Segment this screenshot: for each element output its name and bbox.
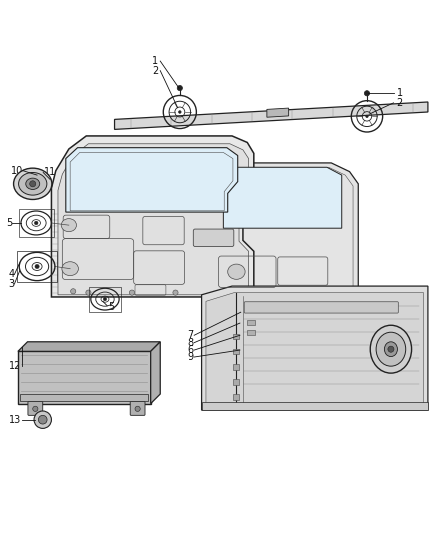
Ellipse shape — [376, 332, 406, 366]
Polygon shape — [267, 108, 289, 117]
Ellipse shape — [18, 173, 47, 195]
Text: 1: 1 — [396, 88, 403, 98]
FancyBboxPatch shape — [244, 302, 398, 313]
Bar — [233, 334, 240, 339]
Circle shape — [366, 115, 368, 118]
Ellipse shape — [62, 262, 78, 276]
Circle shape — [71, 289, 76, 294]
Circle shape — [30, 181, 36, 187]
FancyBboxPatch shape — [130, 401, 145, 415]
Polygon shape — [201, 286, 428, 410]
Circle shape — [86, 290, 91, 295]
Ellipse shape — [61, 219, 77, 232]
Text: 11: 11 — [44, 167, 57, 176]
Text: 6: 6 — [187, 345, 194, 355]
Circle shape — [34, 221, 38, 225]
Polygon shape — [206, 293, 424, 403]
Text: 10: 10 — [11, 166, 23, 176]
Polygon shape — [223, 167, 342, 228]
Text: 1: 1 — [152, 56, 158, 66]
Bar — [20, 394, 148, 401]
Circle shape — [39, 415, 47, 424]
Circle shape — [177, 85, 183, 91]
Circle shape — [129, 290, 134, 295]
Circle shape — [179, 111, 181, 114]
Ellipse shape — [228, 264, 245, 279]
Text: 3: 3 — [8, 279, 14, 289]
Bar — [233, 394, 240, 400]
Text: 13: 13 — [9, 415, 21, 425]
Ellipse shape — [14, 168, 52, 199]
Circle shape — [33, 406, 38, 411]
Polygon shape — [212, 163, 358, 297]
Circle shape — [103, 297, 107, 301]
Text: 2: 2 — [152, 66, 158, 76]
Ellipse shape — [370, 325, 412, 373]
Text: 5: 5 — [108, 302, 114, 312]
Polygon shape — [18, 342, 160, 351]
Bar — [201, 402, 428, 410]
Circle shape — [388, 346, 394, 352]
Text: 4: 4 — [8, 269, 14, 279]
Bar — [247, 320, 255, 325]
Text: 12: 12 — [9, 361, 21, 371]
Text: 7: 7 — [187, 330, 194, 340]
Polygon shape — [66, 148, 238, 212]
Circle shape — [34, 411, 51, 429]
Bar — [233, 364, 240, 370]
Circle shape — [135, 406, 140, 411]
FancyBboxPatch shape — [193, 229, 234, 246]
Polygon shape — [58, 144, 249, 295]
Polygon shape — [115, 102, 428, 130]
Text: 2: 2 — [396, 98, 403, 108]
Bar — [18, 351, 151, 403]
Text: 5: 5 — [6, 218, 12, 228]
Polygon shape — [51, 136, 254, 297]
FancyBboxPatch shape — [28, 401, 43, 415]
Bar — [233, 379, 240, 385]
Polygon shape — [151, 342, 160, 403]
Circle shape — [173, 290, 178, 295]
Bar — [247, 330, 255, 335]
Text: 8: 8 — [187, 338, 194, 348]
Circle shape — [35, 264, 39, 269]
Ellipse shape — [385, 342, 397, 357]
Text: 9: 9 — [187, 352, 194, 362]
Ellipse shape — [26, 178, 40, 189]
Bar — [233, 349, 240, 354]
Circle shape — [364, 91, 370, 96]
